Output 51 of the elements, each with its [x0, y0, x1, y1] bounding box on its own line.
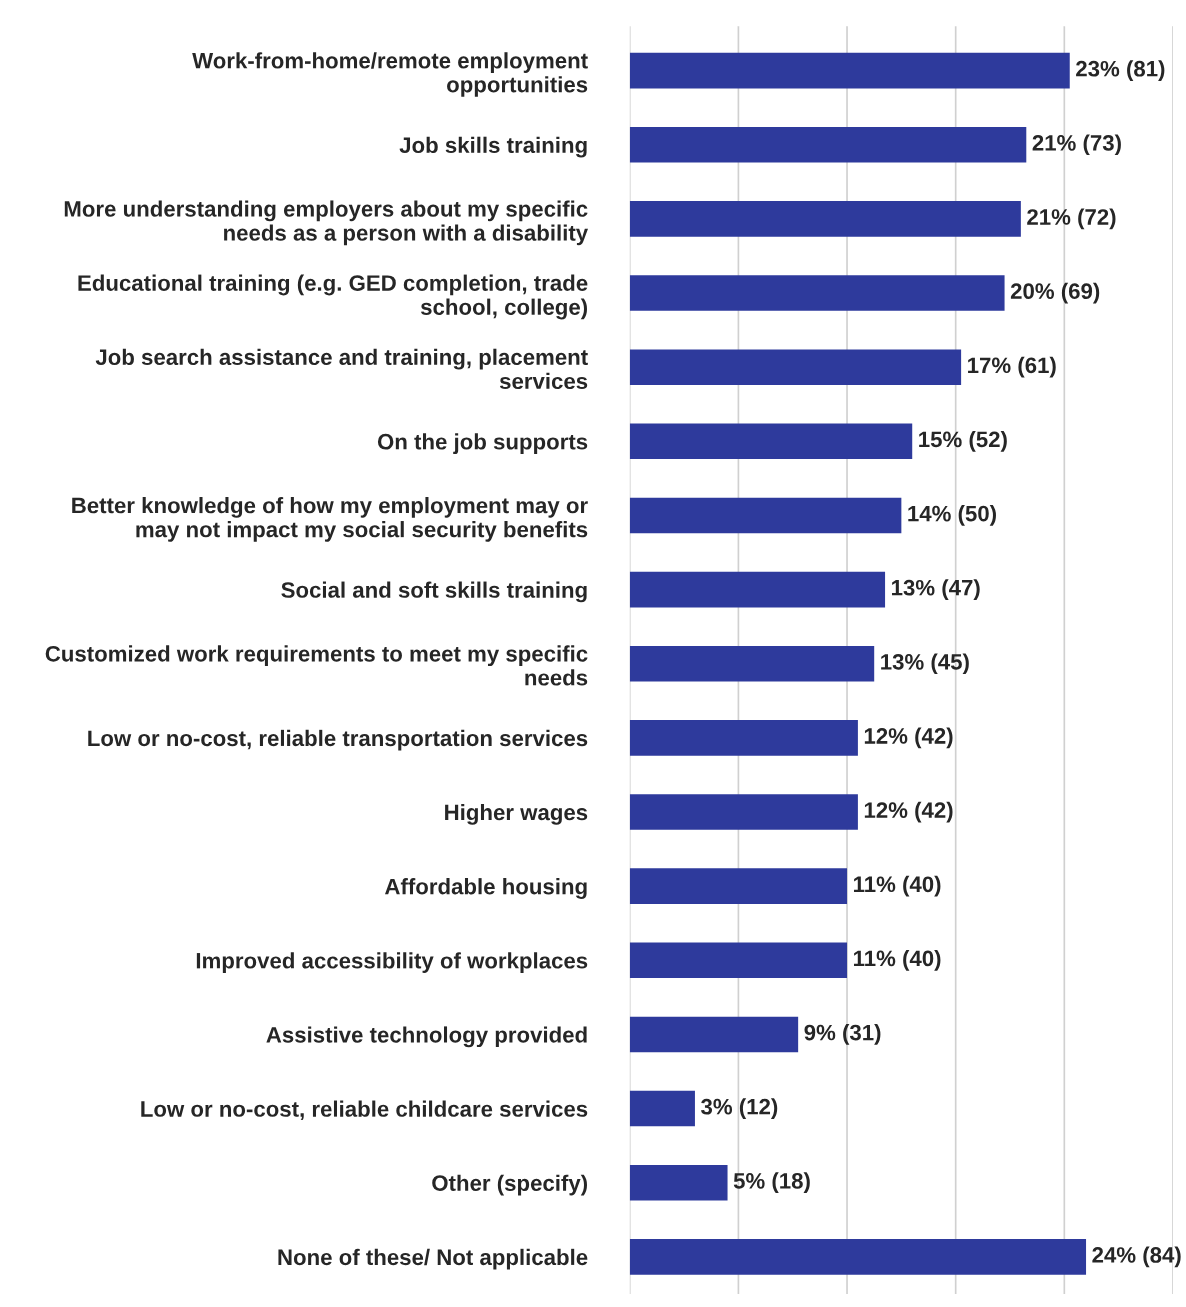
data-label: 20% (69) [1010, 282, 1100, 304]
data-label: 21% (73) [1032, 134, 1121, 156]
bar [629, 275, 1005, 311]
data-label: 14% (50) [908, 505, 996, 526]
bar [629, 423, 913, 460]
bar [629, 868, 848, 904]
data-label: 13% (45) [881, 653, 969, 675]
y-tick-label: None of these/ Not applicable [278, 1248, 588, 1270]
bar [629, 1164, 728, 1201]
y-tick-label: Other (specify) [432, 1174, 588, 1196]
bar [629, 1016, 799, 1053]
bar [629, 720, 858, 756]
bar [629, 645, 875, 682]
y-tick-label: Customized work requirements to meet my specific needs [45, 645, 588, 686]
y-tick-label: Low or no-cost, reliable transportation services [88, 729, 588, 751]
data-label: 12% (42) [864, 727, 953, 749]
y-tick-label: Affordable housing [384, 878, 587, 899]
data-label: 11% (40) [854, 875, 941, 897]
data-label: 5% (18) [733, 1172, 810, 1194]
data-label: 11% (40) [854, 949, 941, 971]
bar [629, 1239, 1087, 1275]
y-tick-label: On the job supports [377, 433, 588, 454]
data-label: 17% (61) [968, 356, 1056, 378]
bar [629, 571, 886, 608]
y-tick-label: Better knowledge of how my employment may or may not impact my social security benefits [72, 497, 588, 542]
y-tick-label: Low or no-cost, reliable childcare services [141, 1100, 588, 1121]
data-label: 21% (72) [1027, 208, 1116, 230]
y-tick-label: Improved accessibility of workplaces [196, 952, 588, 973]
bar [629, 52, 1070, 89]
bar [629, 126, 1027, 163]
y-tick-label: Job search assistance and training, placement services [95, 348, 588, 390]
y-tick-label: Assistive technology provided [266, 1026, 587, 1048]
y-tick-label: Work-from-home/remote employment opportunities [192, 52, 588, 97]
y-tick-label: Job skills training [399, 136, 587, 158]
y-tick-label: Higher wages [445, 803, 588, 825]
data-label: 9% (31) [804, 1024, 881, 1045]
bar [629, 349, 962, 385]
data-label: 13% (47) [892, 579, 980, 600]
bar [629, 201, 1021, 237]
y-tick-label: Social and soft skills training [281, 581, 587, 603]
bar [629, 1090, 695, 1127]
bar [629, 942, 848, 979]
data-label: 24% (84) [1092, 1246, 1181, 1268]
bar [629, 794, 858, 830]
data-label: 3% (12) [701, 1098, 778, 1119]
y-tick-label: More understanding employers about my specific needs as a person with a disability [64, 200, 589, 246]
data-label: 12% (42) [864, 801, 953, 823]
data-label: 15% (52) [919, 430, 1007, 452]
y-tick-label: Educational training (e.g. GED completion, trade school, college) [78, 274, 588, 320]
bar [629, 497, 902, 534]
data-label: 23% (81) [1076, 60, 1165, 81]
